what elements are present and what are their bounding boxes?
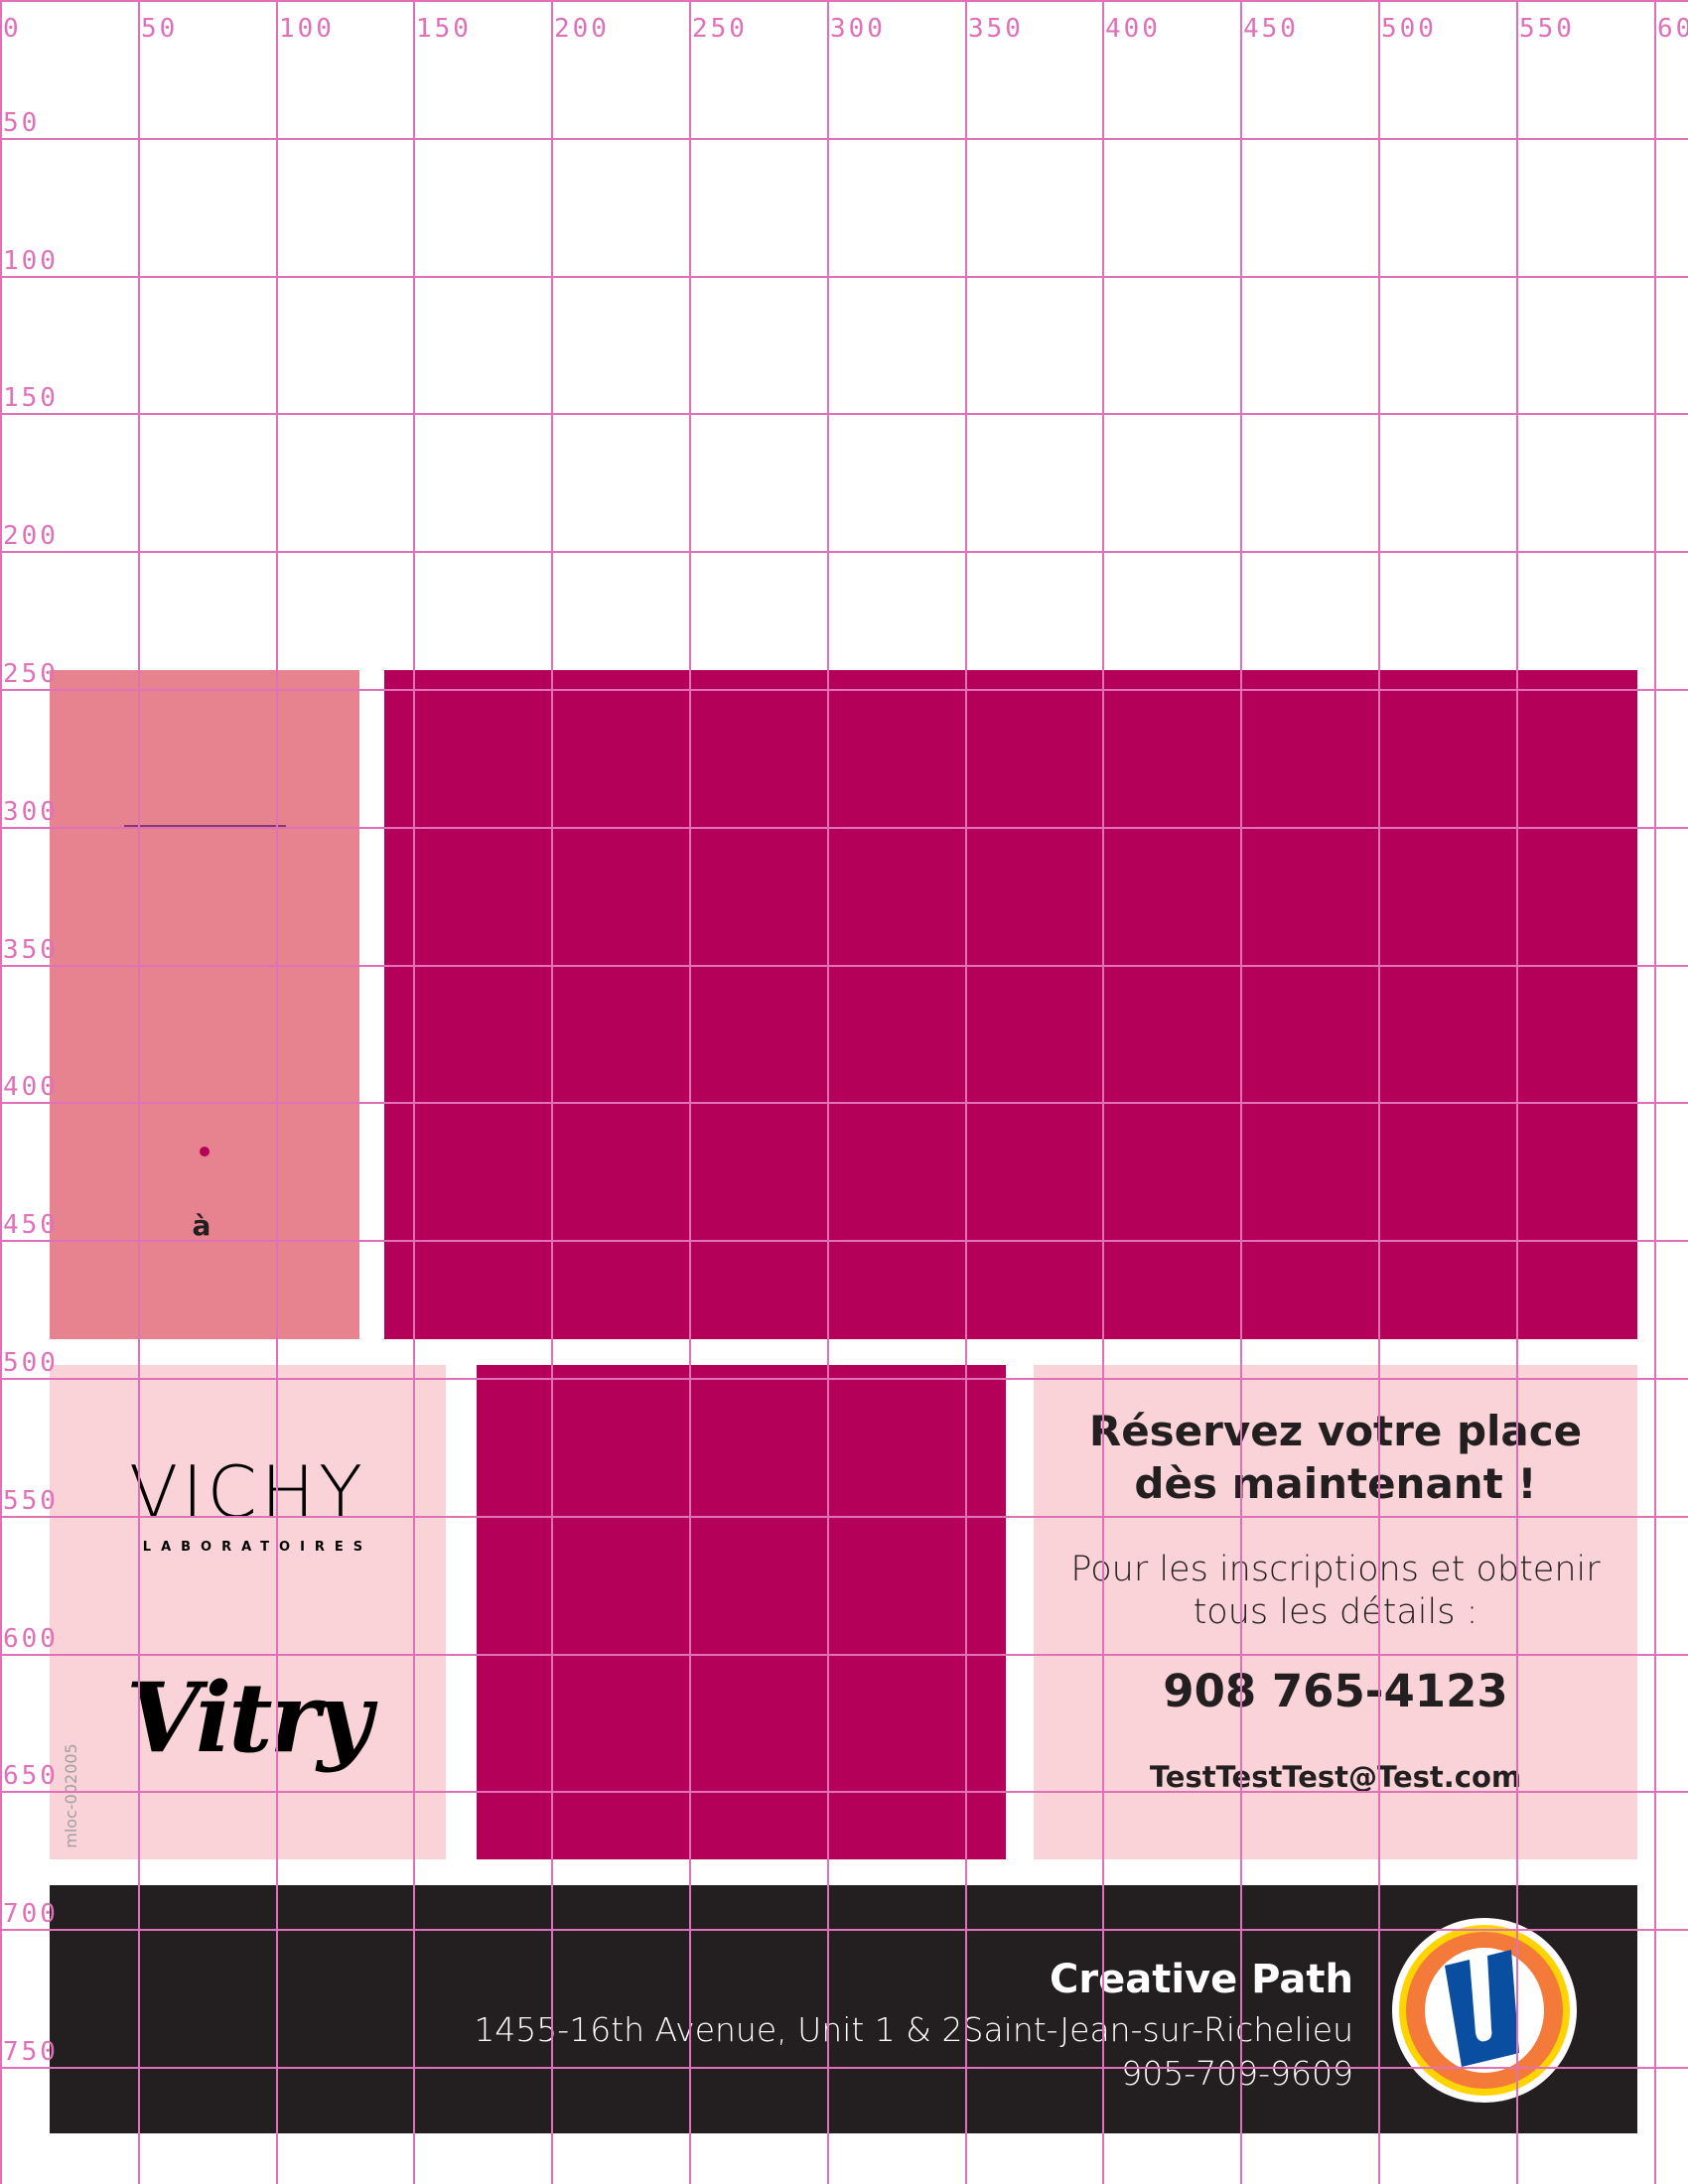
grid-line-horizontal	[0, 1654, 1688, 1656]
grid-label-y: 700	[3, 1899, 59, 1929]
grid-line-vertical	[551, 0, 553, 2184]
grid-label-x: 400	[1105, 14, 1161, 44]
reservation-body: Pour les inscriptions et obtenir tous le…	[1034, 1549, 1637, 1634]
reservation-phone: 908 765-4123	[1163, 1665, 1508, 1717]
grid-label-x: 500	[1381, 14, 1437, 44]
accent-char: à	[192, 1209, 211, 1242]
store-name: Creative Path	[1050, 1957, 1353, 2002]
grid-line-horizontal	[0, 1791, 1688, 1793]
grid-label-y: 200	[3, 521, 59, 551]
product-image-placeholder	[477, 1365, 1006, 1859]
grid-label-x: 100	[279, 14, 335, 44]
vitry-logo: Vitry	[126, 1662, 372, 1774]
grid-line-vertical	[965, 0, 967, 2184]
grid-label-x: 250	[692, 14, 748, 44]
footer-bar: Creative Path 1455-16th Avenue, Unit 1 &…	[50, 1885, 1637, 2133]
uniprix-logo-icon	[1392, 1918, 1577, 2103]
grid-line-vertical	[276, 0, 278, 2184]
grid-line-vertical	[1654, 0, 1656, 2184]
grid-line-horizontal	[0, 138, 1688, 140]
grid-line-vertical	[138, 0, 140, 2184]
grid-label-x: 450	[1243, 14, 1299, 44]
grid-line-vertical	[689, 0, 691, 2184]
grid-line-horizontal	[0, 827, 1688, 829]
grid-line-vertical	[1378, 0, 1380, 2184]
grid-label-x: 50	[141, 14, 179, 44]
grid-label-y: 350	[3, 935, 59, 965]
grid-line-horizontal	[0, 0, 1688, 2]
grid-line-horizontal	[0, 1240, 1688, 1242]
bullet-dot	[200, 1147, 210, 1157]
document-code: mloc-002005	[62, 1743, 80, 1848]
grid-label-y: 50	[3, 108, 41, 138]
grid-label-y: 250	[3, 659, 59, 689]
grid-line-vertical	[0, 0, 2, 2184]
grid-line-horizontal	[0, 2067, 1688, 2069]
grid-line-horizontal	[0, 551, 1688, 553]
grid-label-x: 350	[968, 14, 1024, 44]
grid-label-y: 300	[3, 797, 59, 827]
grid-label-x: 0	[3, 14, 22, 44]
grid-line-vertical	[827, 0, 829, 2184]
grid-line-horizontal	[0, 413, 1688, 415]
brand-logos-panel: VICHY LABORATOIRES Vitry	[50, 1365, 446, 1859]
headline-line-1: Réservez votre place	[1088, 1407, 1583, 1455]
grid-label-y: 650	[3, 1761, 59, 1791]
left-promo-panel	[50, 670, 359, 1339]
grid-line-horizontal	[0, 1102, 1688, 1104]
grid-label-x: 550	[1519, 14, 1575, 44]
grid-label-y: 150	[3, 383, 59, 413]
grid-label-y: 100	[3, 246, 59, 276]
grid-line-horizontal	[0, 689, 1688, 691]
grid-label-x: 150	[416, 14, 472, 44]
body-line-2: tous les détails :	[1193, 1592, 1478, 1632]
grid-line-horizontal	[0, 1378, 1688, 1380]
grid-line-vertical	[1102, 0, 1104, 2184]
body-line-1: Pour les inscriptions et obtenir	[1070, 1550, 1601, 1589]
grid-line-vertical	[1240, 0, 1242, 2184]
grid-line-horizontal	[0, 965, 1688, 967]
headline-line-2: dès maintenant !	[1134, 1459, 1537, 1508]
reservation-email: TestTestTest@Test.com	[1149, 1760, 1522, 1794]
grid-label-x: 600	[1657, 14, 1688, 44]
reservation-panel: Réservez votre place dès maintenant ! Po…	[1034, 1365, 1637, 1859]
grid-line-vertical	[413, 0, 415, 2184]
store-address: 1455-16th Avenue, Unit 1 & 2Saint-Jean-s…	[474, 2010, 1353, 2049]
grid-line-horizontal	[0, 1516, 1688, 1518]
grid-label-y: 400	[3, 1072, 59, 1102]
grid-line-horizontal	[0, 1929, 1688, 1931]
grid-label-y: 500	[3, 1348, 59, 1378]
hero-image-placeholder	[384, 670, 1637, 1339]
store-phone: 905-709-9609	[1121, 2054, 1353, 2093]
vichy-logo-subtitle: LABORATOIRES	[142, 1540, 373, 1555]
grid-label-y: 450	[3, 1210, 59, 1240]
grid-line-horizontal	[0, 276, 1688, 278]
reservation-headline: Réservez votre place dès maintenant !	[1034, 1405, 1637, 1510]
grid-label-x: 200	[554, 14, 610, 44]
divider-rule	[124, 825, 286, 827]
grid-label-x: 300	[830, 14, 886, 44]
grid-label-y: 600	[3, 1624, 59, 1654]
grid-line-vertical	[1516, 0, 1518, 2184]
grid-label-y: 550	[3, 1486, 59, 1516]
grid-label-y: 750	[3, 2037, 59, 2067]
